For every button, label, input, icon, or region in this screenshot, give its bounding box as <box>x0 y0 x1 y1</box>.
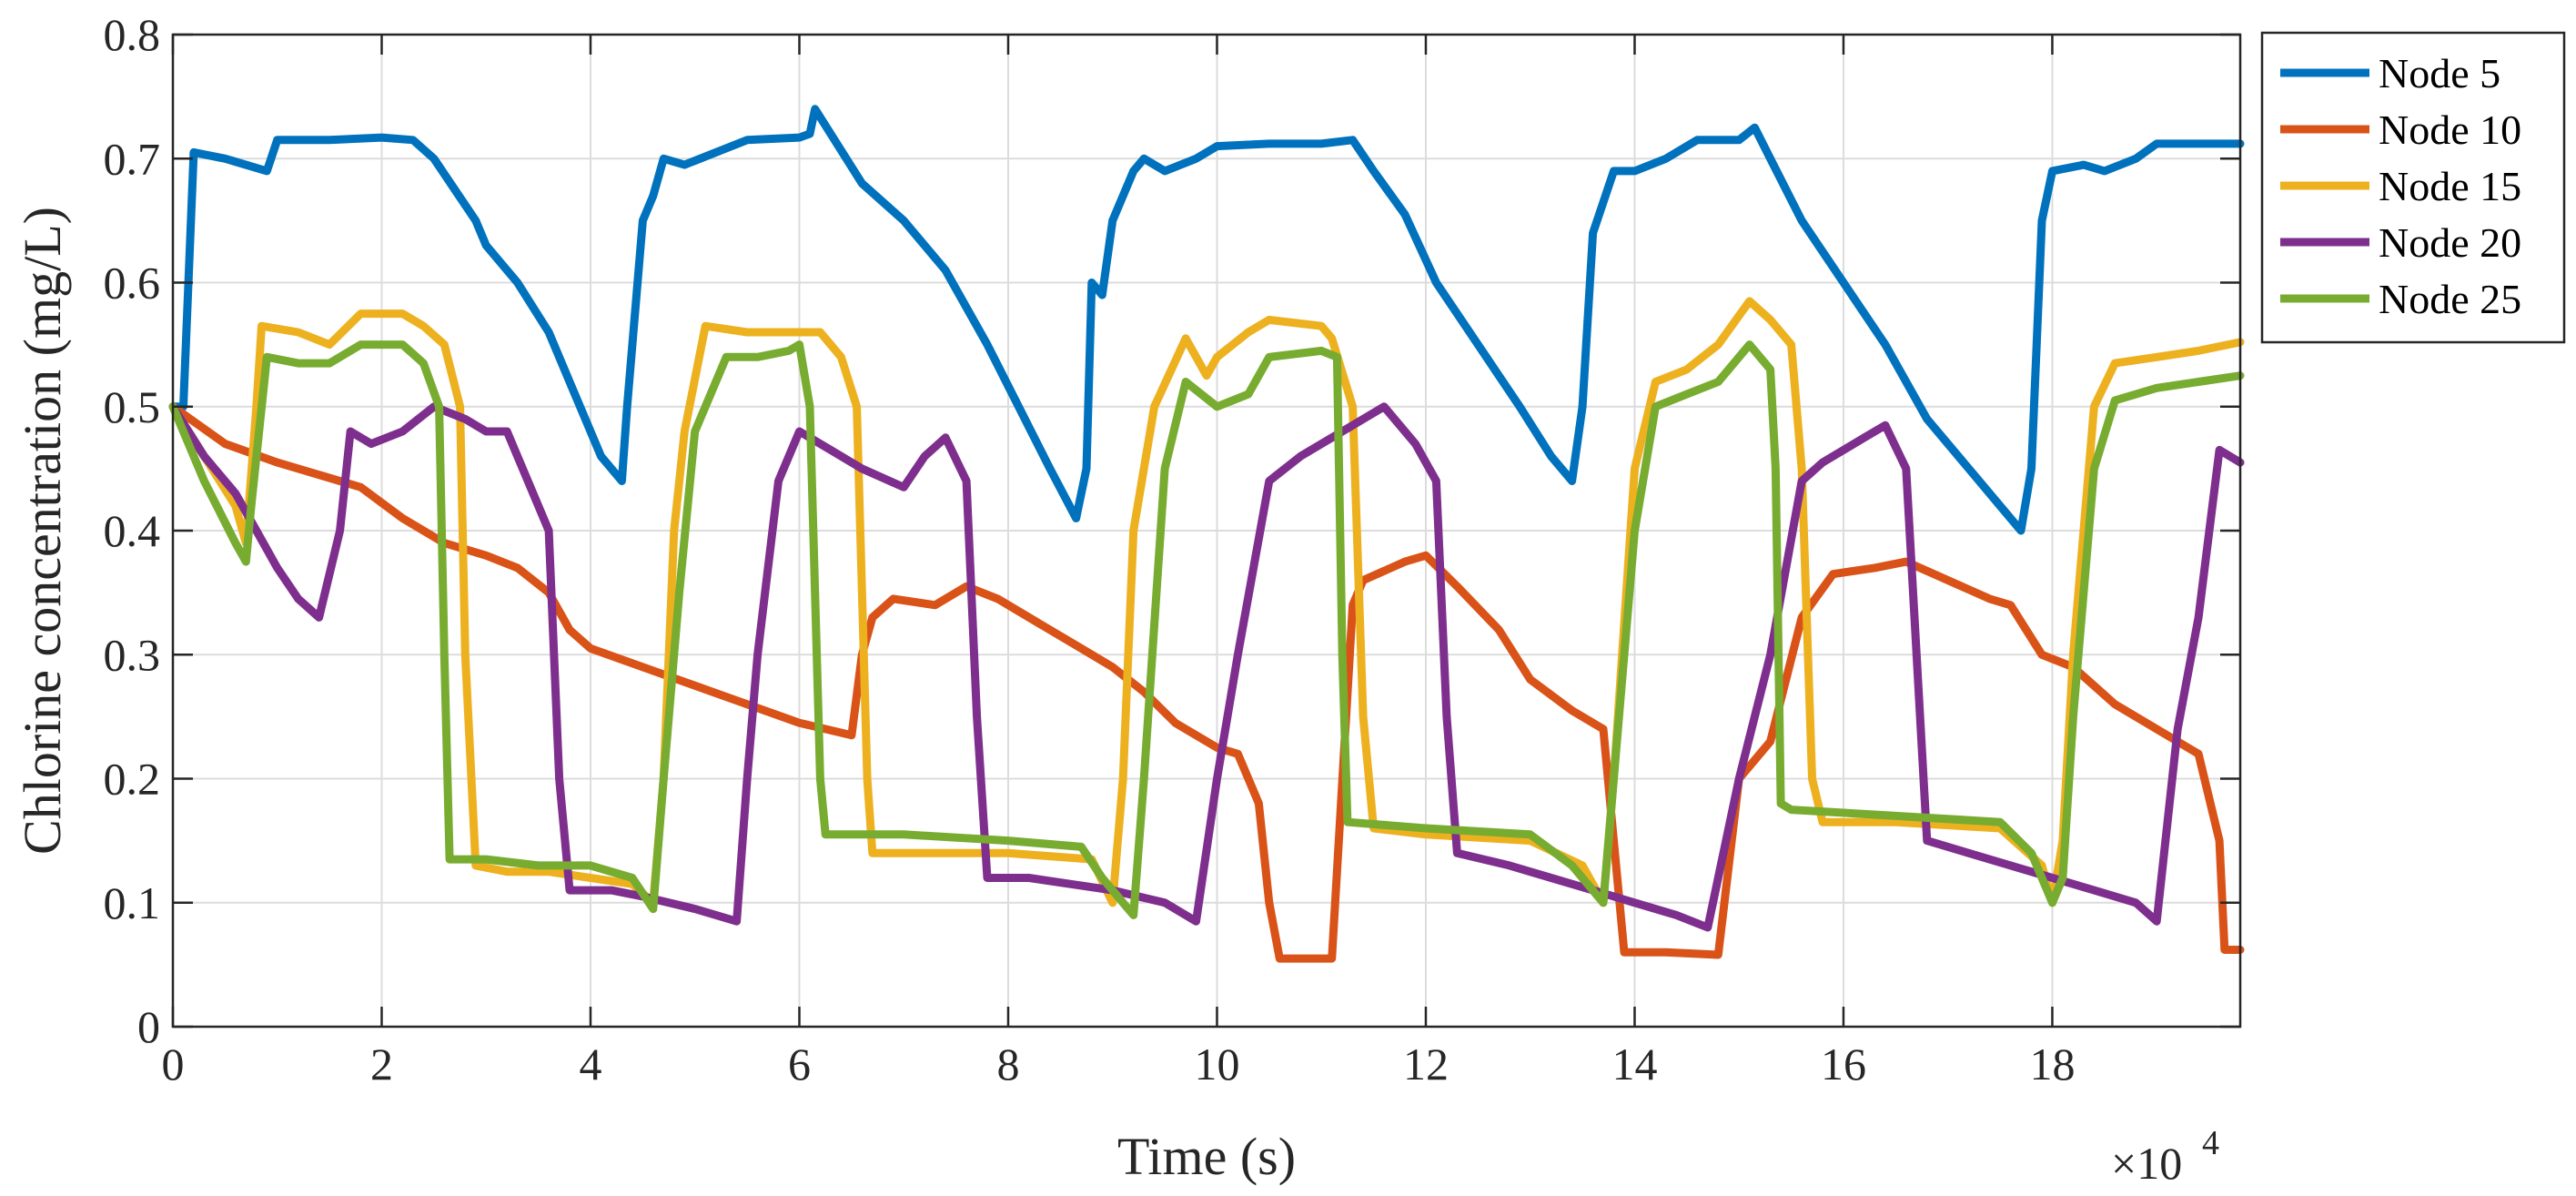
legend-label: Node 25 <box>2379 276 2521 322</box>
legend-label: Node 10 <box>2379 106 2521 153</box>
x-tick-label: 14 <box>1611 1039 1657 1090</box>
x-axis-label: Time (s) <box>1117 1127 1296 1186</box>
x-tick-label: 6 <box>788 1039 811 1090</box>
y-tick-label: 0.8 <box>104 9 161 60</box>
y-tick-label: 0.4 <box>104 505 161 556</box>
x-exponent-base: ×10 <box>2111 1138 2182 1189</box>
x-tick-label: 10 <box>1194 1039 1239 1090</box>
series-line-node-15 <box>168 297 2245 907</box>
y-tick-label: 0.6 <box>104 258 161 309</box>
tick-labels: 0 2 4 6 8 10 12 14 16 18 0 0.1 0.2 0.3 0.4 0.5 0.6 0.7 0.8 <box>104 9 2076 1090</box>
x-tick-label: 0 <box>162 1039 185 1090</box>
y-tick-label: 0.3 <box>104 629 161 680</box>
series-line-node-20 <box>168 402 2245 932</box>
tick-marks <box>171 33 2240 1029</box>
x-tick-label: 8 <box>996 1039 1019 1090</box>
x-tick-label: 12 <box>1403 1039 1449 1090</box>
series-line-node-10 <box>168 402 2245 963</box>
x-tick-label: 16 <box>1821 1039 1866 1090</box>
x-exponent-power: 4 <box>2202 1124 2219 1162</box>
y-tick-label: 0.2 <box>104 754 161 805</box>
y-tick-label: 0.5 <box>104 381 161 432</box>
y-tick-label: 0 <box>137 1001 160 1052</box>
y-tick-label: 0.7 <box>104 133 161 184</box>
grid <box>173 35 2240 1027</box>
y-axis-label: Chlorine concentration (mg/L) <box>13 207 72 855</box>
x-tick-label: 2 <box>370 1039 393 1090</box>
y-tick-label: 0.1 <box>104 877 161 928</box>
plot-area <box>168 105 2245 963</box>
legend-label: Node 15 <box>2379 163 2521 209</box>
x-tick-label: 4 <box>579 1039 601 1090</box>
x-tick-label: 18 <box>2029 1039 2075 1090</box>
legend-label: Node 20 <box>2379 219 2521 266</box>
series-line-node-5 <box>168 105 2245 535</box>
x-exponent: ×10 4 <box>2111 1124 2219 1189</box>
legend: Node 5 Node 10 Node 15 Node 20 Node 25 <box>2260 31 2566 344</box>
legend-label: Node 5 <box>2379 50 2500 96</box>
series-line-node-25 <box>168 340 2245 919</box>
